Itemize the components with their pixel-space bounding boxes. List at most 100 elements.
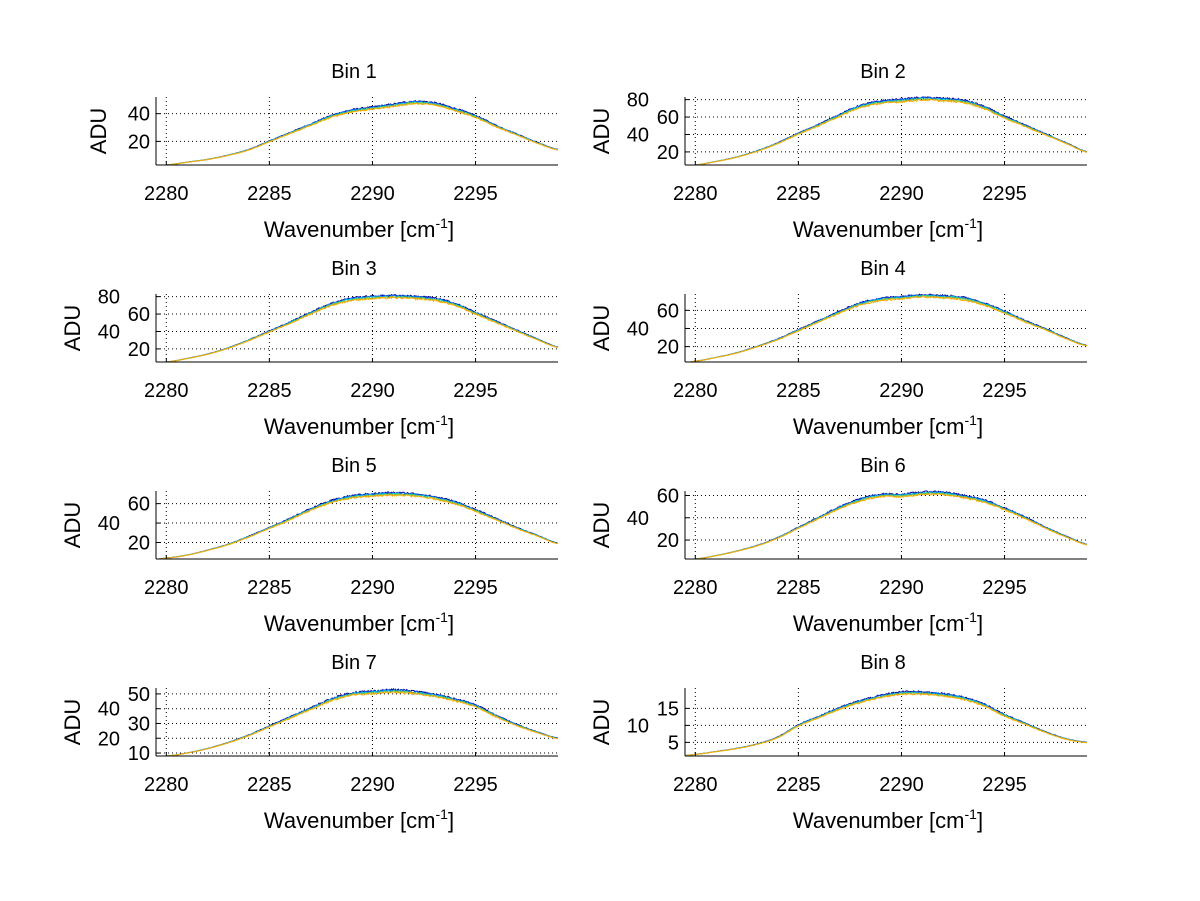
series-line-1: [156, 491, 558, 560]
x-label-text: Wavenumber [cm: [264, 217, 436, 242]
y-axis-label: ADU: [589, 305, 614, 351]
x-label-close: ]: [448, 414, 454, 439]
subplot-title: Bin 3: [331, 258, 377, 280]
x-tick-label: 2285: [776, 774, 821, 796]
subplot-title: Bin 4: [860, 258, 906, 280]
x-label-close: ]: [977, 611, 983, 636]
x-tick-label: 2290: [350, 774, 395, 796]
subplot-title: Bin 2: [860, 61, 906, 83]
x-axis-label: Wavenumber [cm-1]: [793, 806, 983, 833]
y-tick-label: 10: [128, 743, 150, 765]
y-axis-label: ADU: [60, 699, 85, 745]
x-tick-label: 2290: [879, 774, 924, 796]
series-line-1: [684, 690, 1088, 757]
subplot-4: 2280 2285 2290 2295 20 40 60 Bin 4 Wavenumber [c…: [589, 258, 1088, 439]
x-label-superscript: -1: [436, 609, 449, 625]
y-tick-label: 20: [128, 339, 150, 361]
x-label-close: ]: [448, 808, 454, 833]
x-tick-label: 2280: [673, 183, 718, 205]
y-tick-label: 40: [98, 321, 120, 343]
series-line-2: [156, 491, 559, 560]
x-tick-label: 2280: [673, 774, 718, 796]
x-label-text: Wavenumber [cm: [264, 611, 436, 636]
series-line-2: [684, 690, 1087, 757]
x-label-text: Wavenumber [cm: [793, 217, 965, 242]
x-label-text: Wavenumber [cm: [793, 808, 965, 833]
x-tick-label: 2295: [982, 774, 1027, 796]
series-line-4: [156, 102, 558, 166]
y-tick-label: 20: [657, 530, 679, 552]
series-line-5: [156, 690, 558, 757]
y-tick-label: 60: [128, 494, 150, 516]
y-tick-label: 60: [657, 107, 679, 129]
x-tick-label: 2280: [144, 183, 189, 205]
x-label-superscript: -1: [965, 609, 978, 625]
x-tick-label: 2285: [247, 183, 292, 205]
subplot-7: 2280 2285 2290 2295 10 20 30 40 50 Bin 7 Wavenumbe…: [60, 652, 559, 833]
x-label-text: Wavenumber [cm: [264, 414, 436, 439]
x-tick-label: 2285: [247, 774, 292, 796]
x-axis-label: Wavenumber [cm-1]: [793, 412, 983, 439]
x-label-text: Wavenumber [cm: [793, 611, 965, 636]
y-tick-label: 60: [657, 300, 679, 322]
subplot-title: Bin 8: [860, 652, 906, 674]
subplot-6: 2280 2285 2290 2295 20 40 60 Bin 6 Wavenumber [c…: [589, 455, 1088, 636]
x-label-text: Wavenumber [cm: [264, 808, 436, 833]
x-tick-label: 2290: [350, 577, 395, 599]
x-axis-label: Wavenumber [cm-1]: [793, 215, 983, 242]
x-tick-label: 2295: [982, 380, 1027, 402]
subplot-title: Bin 5: [331, 455, 377, 477]
y-axis-label: ADU: [60, 305, 85, 351]
x-label-superscript: -1: [436, 806, 449, 822]
y-axis-label: ADU: [589, 502, 614, 548]
y-tick-label: 20: [98, 728, 120, 750]
x-tick-label: 2280: [144, 774, 189, 796]
subplot-3: 2280 2285 2290 2295 20 40 60 80 Bin 3 Wavenumber …: [60, 258, 559, 439]
y-tick-label: 80: [627, 90, 649, 112]
y-tick-label: 60: [657, 485, 679, 507]
x-label-superscript: -1: [965, 412, 978, 428]
y-tick-label: 40: [627, 124, 649, 146]
y-axis-label: ADU: [589, 699, 614, 745]
x-tick-label: 2285: [776, 183, 821, 205]
y-tick-label: 40: [627, 508, 649, 530]
y-tick-label: 40: [98, 513, 120, 535]
y-axis-label: ADU: [589, 108, 614, 154]
y-tick-label: 50: [128, 684, 150, 706]
subplot-title: Bin 6: [860, 455, 906, 477]
subplot-8: 2280 2285 2290 2295 5 10 15 Bin 8 Wavenumber [cm…: [589, 652, 1088, 833]
series-line-5: [156, 102, 559, 166]
x-tick-label: 2295: [453, 380, 498, 402]
subplot-title: Bin 7: [331, 652, 377, 674]
x-tick-label: 2295: [453, 774, 498, 796]
x-axis-label: Wavenumber [cm-1]: [264, 806, 454, 833]
y-axis-label: ADU: [86, 108, 111, 154]
x-label-text: Wavenumber [cm: [793, 414, 965, 439]
x-tick-label: 2290: [879, 183, 924, 205]
x-tick-label: 2290: [350, 183, 395, 205]
y-axis-label: ADU: [60, 502, 85, 548]
y-tick-label: 60: [128, 304, 150, 326]
subplot-title: Bin 1: [331, 61, 377, 83]
y-tick-label: 80: [98, 287, 120, 309]
y-tick-label: 15: [657, 698, 679, 720]
x-tick-label: 2285: [776, 380, 821, 402]
y-tick-label: 40: [627, 318, 649, 340]
x-axis-label: Wavenumber [cm-1]: [264, 215, 454, 242]
x-tick-label: 2285: [776, 577, 821, 599]
x-tick-label: 2295: [453, 577, 498, 599]
x-axis-label: Wavenumber [cm-1]: [793, 609, 983, 636]
x-label-close: ]: [977, 414, 983, 439]
x-tick-label: 2285: [247, 380, 292, 402]
y-tick-label: 20: [657, 142, 679, 164]
x-tick-label: 2290: [350, 380, 395, 402]
series-line-5: [685, 492, 1088, 560]
x-label-superscript: -1: [436, 215, 449, 231]
y-tick-label: 20: [128, 532, 150, 554]
x-tick-label: 2290: [879, 577, 924, 599]
subplot-5: 2280 2285 2290 2295 20 40 60 Bin 5 Wavenumber [c…: [60, 455, 559, 636]
x-tick-label: 2280: [673, 577, 718, 599]
x-tick-label: 2295: [982, 183, 1027, 205]
series-line-5: [685, 295, 1088, 363]
